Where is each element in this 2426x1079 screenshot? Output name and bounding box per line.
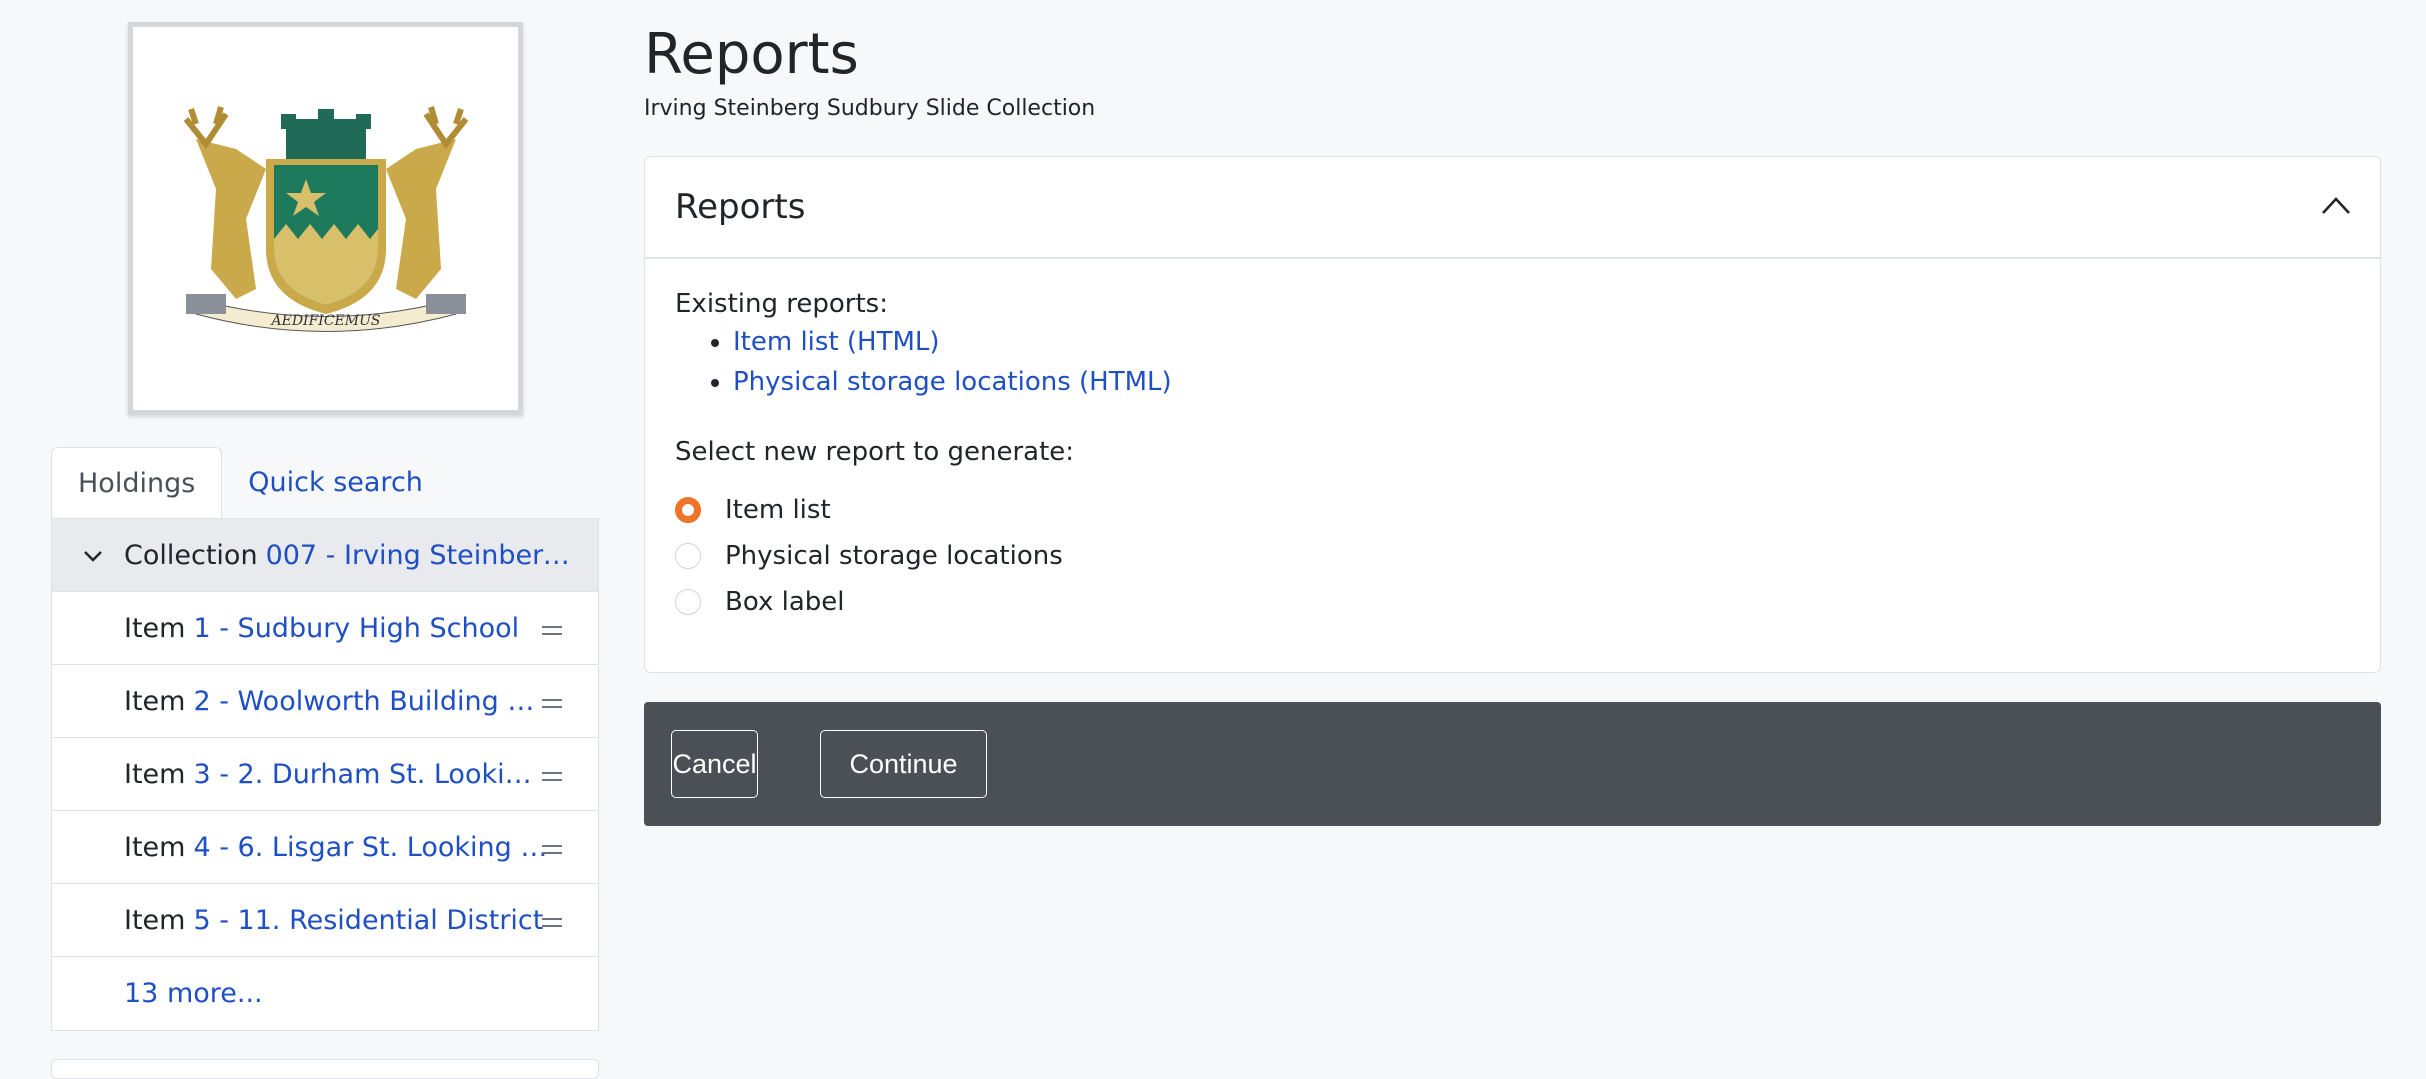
radio-button[interactable]	[675, 497, 701, 523]
report-link-item-list[interactable]: Item list (HTML)	[733, 327, 940, 357]
radio-label: Physical storage locations	[725, 541, 1063, 571]
reports-card-header[interactable]: Reports	[645, 157, 2380, 259]
item-prefix: Item	[124, 904, 186, 936]
tab-quick-search[interactable]: Quick search	[248, 467, 423, 498]
list-item: Item list (HTML)	[733, 327, 2350, 357]
item-link[interactable]: 2 - Woolworth Building Sudbury	[193, 685, 548, 717]
collection-link[interactable]: 007 - Irving Steinberg Sudbury Slide Col…	[265, 539, 576, 571]
collection-row: Collection 007 - Irving Steinberg Sudbur…	[52, 519, 598, 592]
item-link[interactable]: 4 - 6. Lisgar St. Looking North	[193, 831, 548, 863]
continue-button[interactable]: Continue	[820, 730, 987, 798]
coat-of-arms-image: AEDIFICEMUS	[183, 105, 468, 332]
item-link[interactable]: 1 - Sudbury High School	[193, 612, 520, 644]
item-prefix: Item	[124, 612, 186, 644]
page-title: Reports	[644, 22, 859, 87]
more-items-row: 13 more...	[52, 957, 598, 1030]
svg-text:AEDIFICEMUS: AEDIFICEMUS	[269, 313, 380, 329]
card-title: Reports	[675, 187, 806, 227]
page-subtitle: Irving Steinberg Sudbury Slide Collectio…	[644, 96, 1096, 121]
existing-reports-list: Item list (HTML) Physical storage locati…	[733, 327, 2350, 397]
item-prefix: Item	[124, 685, 186, 717]
list-item: Item 5 - 11. Residential District	[52, 884, 598, 957]
collection-prefix: Collection	[124, 539, 258, 571]
radio-button[interactable]	[675, 543, 701, 569]
list-item: Item 1 - Sudbury High School	[52, 592, 598, 665]
item-prefix: Item	[124, 758, 186, 790]
collection-logo: AEDIFICEMUS	[128, 22, 523, 415]
radio-physical-storage-locations[interactable]: Physical storage locations	[675, 533, 2350, 579]
item-link[interactable]: 3 - 2. Durham St. Looking North	[193, 758, 548, 790]
drag-handle-icon[interactable]	[542, 626, 562, 640]
tab-holdings[interactable]: Holdings	[51, 447, 223, 518]
chevron-down-icon[interactable]	[80, 543, 106, 569]
action-bar: Cancel Continue	[644, 702, 2381, 826]
list-item: Physical storage locations (HTML)	[733, 367, 2350, 397]
chevron-up-icon[interactable]	[2320, 193, 2352, 217]
secondary-panel	[51, 1059, 599, 1079]
drag-handle-icon[interactable]	[542, 772, 562, 786]
drag-handle-icon[interactable]	[542, 699, 562, 713]
more-items-link[interactable]: 13 more...	[124, 978, 263, 1009]
radio-item-list[interactable]: Item list	[675, 487, 2350, 533]
select-report-label: Select new report to generate:	[675, 437, 1075, 467]
radio-label: Item list	[725, 495, 831, 525]
radio-box-label[interactable]: Box label	[675, 579, 2350, 625]
report-link-storage-locations[interactable]: Physical storage locations (HTML)	[733, 367, 1172, 397]
holdings-tree: Collection 007 - Irving Steinberg Sudbur…	[51, 518, 599, 1031]
item-prefix: Item	[124, 831, 186, 863]
item-link[interactable]: 5 - 11. Residential District	[193, 904, 544, 936]
cancel-button[interactable]: Cancel	[671, 730, 758, 798]
radio-button[interactable]	[675, 589, 701, 615]
radio-label: Box label	[725, 587, 845, 617]
drag-handle-icon[interactable]	[542, 845, 562, 859]
existing-reports-label: Existing reports:	[675, 289, 888, 319]
sidebar-tabs: Holdings Quick search	[51, 447, 449, 518]
reports-card: Reports Existing reports: Item list (HTM…	[644, 156, 2381, 673]
drag-handle-icon[interactable]	[542, 918, 562, 932]
